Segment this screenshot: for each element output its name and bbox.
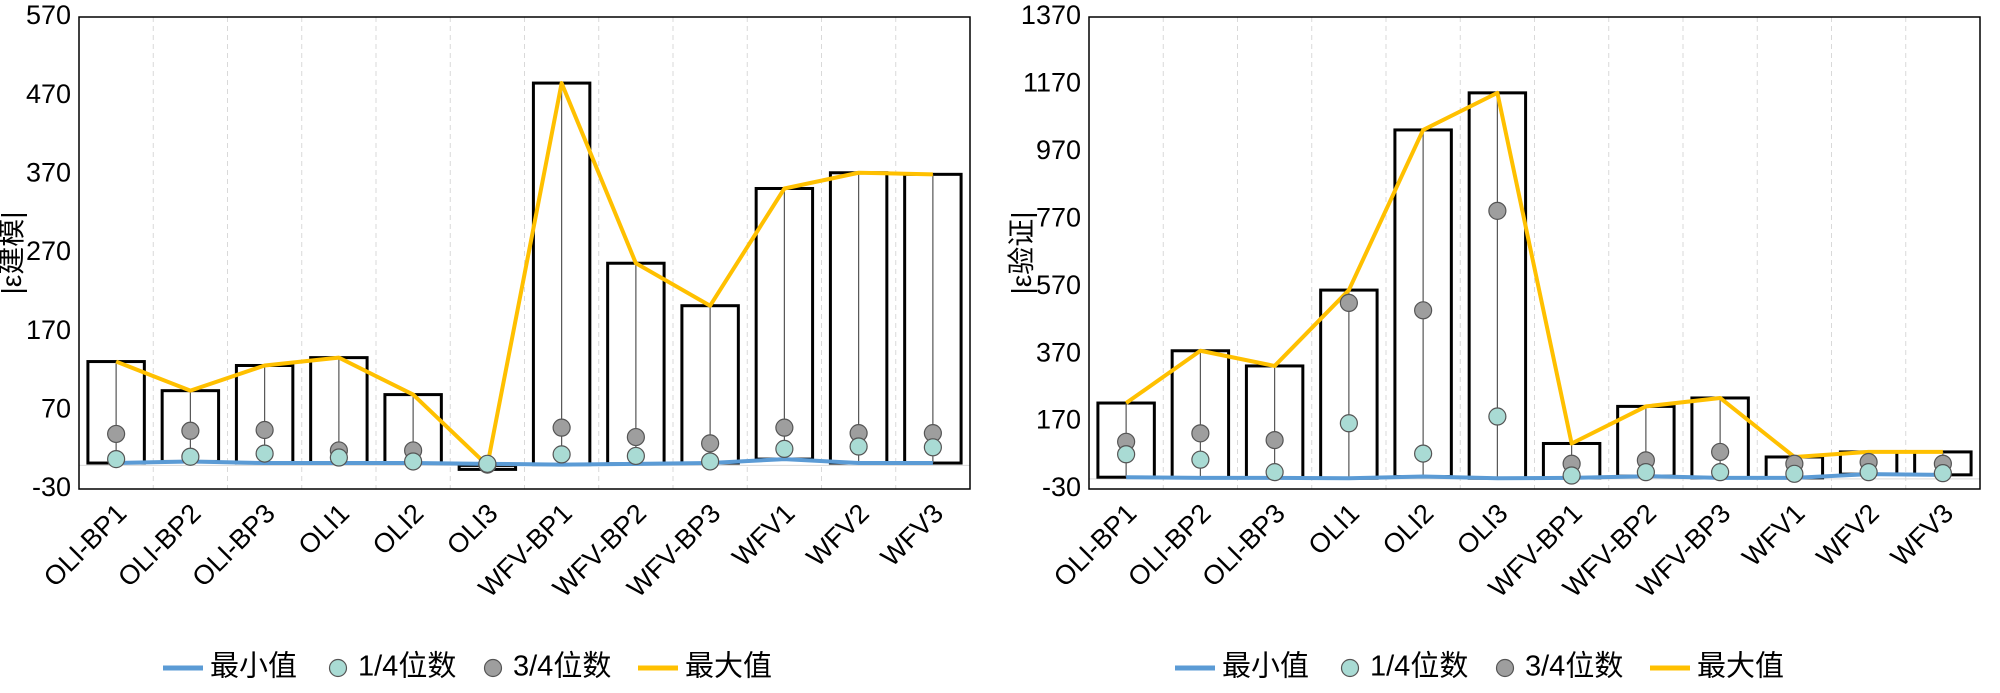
- marker-q1: [552, 445, 571, 464]
- x-tick-label: WFV3: [875, 498, 949, 572]
- marker-q1: [1711, 463, 1730, 482]
- marker-q1: [329, 448, 348, 467]
- series-max-line: [115, 81, 933, 468]
- y-axis-label: |ε验证|: [1006, 211, 1037, 294]
- marker-q3: [701, 434, 720, 453]
- plot-area-frame: [1088, 16, 1981, 490]
- x-tick-label: WFV3: [1885, 498, 1959, 572]
- marker-q3: [1339, 293, 1358, 312]
- chart-panel-validation-error: -3017037057077097011701370|ε验证|OLI-BP1OL…: [1006, 0, 1981, 603]
- legend-swatch-marker: [1340, 658, 1360, 678]
- x-tick-label: OLI2: [367, 498, 430, 561]
- legend-label: 最小值: [210, 650, 297, 683]
- y-tick-label: 1170: [1023, 68, 1081, 98]
- legend-modeling: 最小值 1/4位数 3/4位数 最大值: [163, 650, 772, 683]
- legend-label: 1/4位数: [358, 650, 456, 683]
- x-tick-label: OLI3: [441, 498, 504, 561]
- marker-q1: [1785, 464, 1804, 483]
- series-min-line: [116, 457, 933, 467]
- marker-q1: [775, 439, 794, 458]
- marker-q1: [1117, 445, 1136, 464]
- marker-q3: [107, 424, 126, 444]
- y-tick-label: 170: [1036, 405, 1081, 435]
- marker-q1: [255, 444, 274, 463]
- y-axis-label: |ε建模|: [0, 211, 27, 294]
- marker-q1: [1562, 466, 1581, 485]
- y-tick-label: 370: [1036, 337, 1081, 367]
- x-tick-label: WFV2: [1811, 498, 1885, 572]
- x-tick-label: OLI1: [293, 498, 356, 561]
- marker-q1: [1488, 407, 1507, 426]
- y-tick-label: 570: [26, 0, 71, 30]
- marker-q1: [849, 437, 868, 456]
- chart-panel-modeling-error: -3070170270370470570|ε建模|OLI-BP1OLI-BP2O…: [0, 0, 971, 603]
- x-tick-label: OLI2: [1377, 498, 1440, 561]
- legend-swatch-marker: [483, 658, 503, 678]
- y-tick-label: 70: [41, 393, 71, 423]
- legend-label: 最小值: [1222, 650, 1309, 683]
- x-tick-label: WFV1: [1736, 498, 1810, 572]
- plot-area-frame: [78, 16, 971, 490]
- marker-q1: [107, 450, 126, 469]
- marker-q1: [478, 454, 497, 473]
- marker-q1: [1191, 450, 1210, 469]
- marker-q1: [181, 447, 200, 466]
- marker-q3: [1191, 424, 1210, 443]
- marker-q1: [1636, 463, 1655, 482]
- legend-swatch-marker: [328, 658, 348, 678]
- marker-q1: [923, 438, 942, 457]
- marker-q1: [1414, 444, 1433, 463]
- y-tick-label: 470: [26, 79, 71, 109]
- marker-q1: [626, 446, 645, 466]
- series-max-line: [1124, 90, 1943, 459]
- y-tick-label: 270: [26, 236, 71, 266]
- x-tick-label: OLI1: [1303, 498, 1366, 561]
- y-tick-label: 570: [1036, 270, 1081, 300]
- x-tick-label: OLI3: [1451, 498, 1514, 561]
- y-tick-label: -30: [1042, 472, 1081, 502]
- legend-validation: 最小值 1/4位数 3/4位数 最大值: [1175, 650, 1784, 683]
- marker-q3: [775, 418, 794, 437]
- x-tick-label: OLI-BP3: [1196, 498, 1290, 592]
- legend-label: 最大值: [685, 650, 772, 683]
- series-min-line: [1126, 472, 1943, 481]
- y-tick-label: 970: [1036, 135, 1081, 165]
- x-tick-label: WFV1: [726, 498, 800, 572]
- legend-label: 3/4位数: [513, 650, 611, 683]
- x-tick-label: OLI-BP3: [186, 498, 280, 592]
- marker-q3: [255, 420, 274, 440]
- marker-q3: [626, 427, 645, 447]
- y-tick-label: -30: [32, 472, 71, 502]
- marker-q1: [1265, 463, 1284, 482]
- marker-q3: [1265, 431, 1284, 450]
- marker-q3: [552, 418, 571, 437]
- marker-q1: [404, 452, 423, 471]
- legend-label: 最大值: [1697, 650, 1784, 683]
- marker-q1: [1859, 463, 1878, 482]
- marker-q1: [1339, 414, 1358, 433]
- marker-q3: [1488, 201, 1507, 220]
- legend-label: 3/4位数: [1525, 650, 1623, 683]
- y-tick-label: 370: [26, 157, 71, 187]
- x-tick-label: WFV2: [801, 498, 875, 572]
- legend-swatch-marker: [1495, 658, 1515, 678]
- legend-label: 1/4位数: [1370, 650, 1468, 683]
- marker-q3: [181, 421, 200, 440]
- marker-q1: [701, 452, 720, 471]
- y-tick-label: 170: [26, 315, 71, 345]
- y-tick-label: 770: [1036, 202, 1081, 232]
- marker-q3: [1711, 442, 1730, 462]
- marker-q1: [1933, 464, 1952, 483]
- marker-q3: [1414, 301, 1433, 320]
- y-tick-label: 1370: [1021, 0, 1081, 30]
